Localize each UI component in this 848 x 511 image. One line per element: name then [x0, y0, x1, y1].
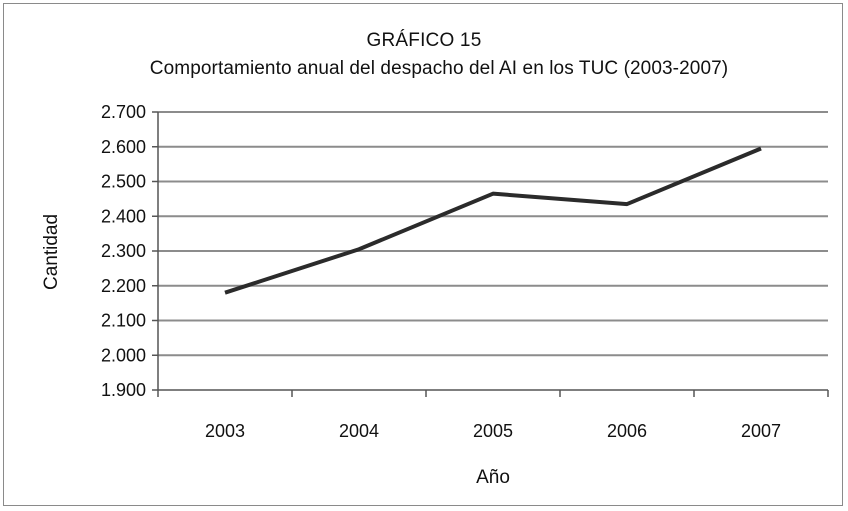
series-layer — [224, 146, 762, 295]
chart-frame — [3, 3, 843, 506]
x-tick-label: 2007 — [741, 421, 781, 441]
series-line — [224, 146, 762, 295]
y-tick-label: 2.100 — [101, 311, 146, 331]
x-tick-label: 2006 — [607, 421, 647, 441]
y-tick-labels: 1.900 2.000 2.100 2.200 2.300 2.400 2.500 2.600… — [101, 102, 146, 400]
x-tick-label: 2005 — [473, 421, 513, 441]
y-tick-label: 2.200 — [101, 276, 146, 296]
gridlines — [158, 111, 828, 357]
y-tick-label: 2.000 — [101, 345, 146, 365]
chart-title: GRÁFICO 15 — [366, 30, 482, 51]
y-tick-label: 2.300 — [101, 241, 146, 261]
axes — [152, 111, 829, 397]
y-tick-label: 2.600 — [101, 137, 146, 157]
y-tick-label: 2.700 — [101, 102, 146, 122]
y-tick-label: 1.900 — [101, 380, 146, 400]
x-axis-label: Año — [476, 467, 510, 488]
y-tick-label: 2.500 — [101, 172, 146, 192]
y-tick-label: 2.400 — [101, 206, 146, 226]
y-axis-label: Cantidad — [41, 214, 62, 290]
x-tick-label: 2003 — [205, 421, 245, 441]
x-tick-label: 2004 — [339, 421, 379, 441]
x-tick-labels: 2003 2004 2005 2006 2007 — [205, 421, 781, 441]
chart-subtitle: Comportamiento anual del despacho del AI… — [149, 58, 729, 79]
